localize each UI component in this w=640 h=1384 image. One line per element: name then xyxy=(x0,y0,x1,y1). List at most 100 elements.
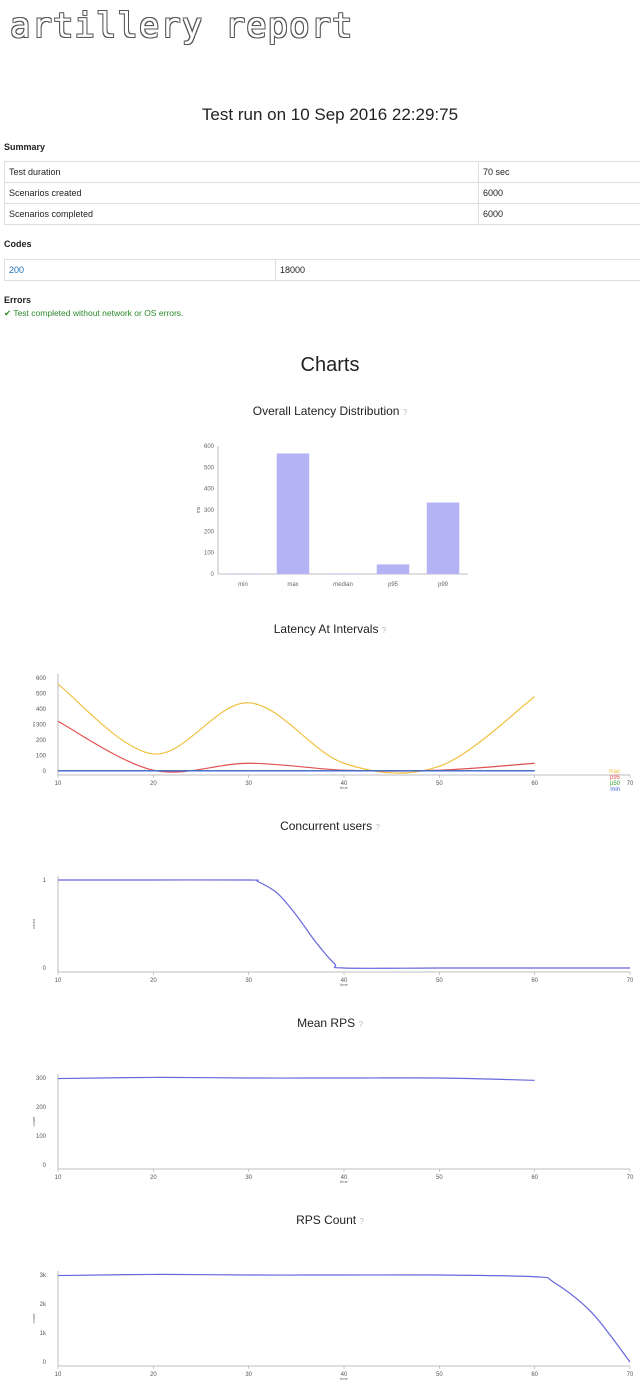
codes-heading: Codes xyxy=(4,239,32,249)
charts-heading: Charts xyxy=(300,354,360,376)
legend-item-max: max xyxy=(609,769,620,775)
y-tick-label: 200 xyxy=(36,738,47,744)
y-axis-label: count xyxy=(31,1313,36,1324)
chart-title-text: Overall Latency Distribution xyxy=(252,404,400,418)
y-tick-label: 500 xyxy=(36,692,47,698)
chart-title-text: Latency At Intervals xyxy=(273,622,379,636)
chart-title: RPS Count ? xyxy=(0,1213,640,1227)
help-icon[interactable]: ? xyxy=(358,1020,363,1029)
x-tick-label: 50 xyxy=(436,781,443,787)
summary-value: 6000 xyxy=(478,182,640,204)
y-tick-label: 300 xyxy=(36,723,47,729)
y-tick-label: 300 xyxy=(36,1076,47,1082)
y-tick-label: 500 xyxy=(204,465,215,471)
x-tick-label: 10 xyxy=(55,1175,62,1181)
x-tick-label: 40 xyxy=(341,1175,348,1181)
latency-intervals-chart: 0 100 200 300 400 500 600 10 20 30 40 50 60 70 time ms m… xyxy=(31,674,634,793)
y-axis-label: ms xyxy=(31,722,36,727)
x-tick-label: 30 xyxy=(245,1372,252,1378)
x-tick-label: 30 xyxy=(245,978,252,984)
y-tick-label: 400 xyxy=(204,487,215,493)
bar-median xyxy=(326,573,360,575)
x-tick-label: 30 xyxy=(245,1175,252,1181)
help-icon[interactable]: ? xyxy=(375,823,380,832)
series-line xyxy=(57,879,630,969)
x-tick-label: max xyxy=(287,582,298,588)
x-tick-label: median xyxy=(333,582,353,588)
chart-title-text: Mean RPS xyxy=(297,1016,356,1030)
y-tick-label: 0 xyxy=(43,966,47,972)
x-tick-label: 40 xyxy=(341,1372,348,1378)
mean-rps-chart: 0 100 200 300 10 20 30 40 50 60 70 time count xyxy=(31,1074,634,1184)
y-tick-label: 1 xyxy=(43,878,47,884)
series-line xyxy=(57,1076,535,1081)
x-tick-label: 10 xyxy=(55,781,62,787)
chart-title-text: RPS Count xyxy=(296,1213,357,1227)
chart-title: Concurrent users ? xyxy=(0,819,640,833)
page-title: Test run on 10 Sep 2016 22:29:75 xyxy=(201,105,459,124)
x-tick-label: 60 xyxy=(531,978,538,984)
errors-message: ✔ Test completed without network or OS e… xyxy=(4,308,184,318)
help-icon[interactable]: ? xyxy=(359,1217,364,1226)
x-tick-label: 70 xyxy=(627,1372,634,1378)
table-row: Test duration 70 sec xyxy=(4,161,640,183)
x-tick-label: p99 xyxy=(438,582,449,588)
y-tick-label: 2k xyxy=(40,1302,47,1308)
bar-p99 xyxy=(426,502,460,574)
y-axis-label: count xyxy=(31,918,36,929)
concurrent-users-chart: 0 1 10 20 30 40 50 60 70 time count xyxy=(31,876,634,987)
y-tick-label: 200 xyxy=(36,1105,47,1111)
latency-distribution-chart: 0 100 200 300 400 500 600 ms min max median p95 p99 xyxy=(196,444,468,588)
summary-label: Scenarios created xyxy=(4,182,479,204)
x-tick-label: 50 xyxy=(436,1372,443,1378)
summary-label: Scenarios completed xyxy=(4,203,479,225)
x-tick-label: 70 xyxy=(627,1175,634,1181)
x-tick-label: 10 xyxy=(55,1372,62,1378)
chart-title: Mean RPS ? xyxy=(0,1016,640,1030)
x-tick-label: 10 xyxy=(55,978,62,984)
y-tick-label: 0 xyxy=(43,1163,47,1169)
series-line-p95 xyxy=(57,720,535,773)
x-tick-label: 20 xyxy=(150,781,157,787)
x-tick-label: min xyxy=(238,582,248,588)
y-tick-label: 100 xyxy=(36,754,47,760)
x-tick-label: 60 xyxy=(531,781,538,787)
bar-p95 xyxy=(376,564,410,574)
x-axis-label: time xyxy=(340,982,348,987)
errors-heading: Errors xyxy=(4,295,32,305)
chart-title: Latency At Intervals ? xyxy=(0,622,640,636)
codes-table: 200 18000 xyxy=(4,259,640,281)
x-axis-label: time xyxy=(340,785,348,790)
x-tick-label: 50 xyxy=(436,978,443,984)
x-axis-label: time xyxy=(340,1179,348,1184)
rps-count-chart: 0 1k 2k 3k 10 20 30 40 50 60 70 time count xyxy=(31,1271,634,1381)
x-axis-label: time xyxy=(340,1376,348,1381)
legend-item-p95: p95 xyxy=(610,775,621,781)
summary-value: 6000 xyxy=(478,203,640,225)
y-tick-label: 0 xyxy=(211,572,215,578)
y-tick-label: 600 xyxy=(204,444,215,450)
y-tick-label: 3k xyxy=(40,1273,47,1279)
legend-item-p50: p50 xyxy=(610,781,621,787)
status-code-link[interactable]: 200 xyxy=(4,259,276,281)
x-tick-label: 60 xyxy=(531,1175,538,1181)
x-tick-label: 30 xyxy=(245,781,252,787)
summary-value: 70 sec xyxy=(478,161,640,183)
y-tick-label: 100 xyxy=(36,1134,47,1140)
y-tick-label: 1k xyxy=(40,1331,47,1337)
y-tick-label: 400 xyxy=(36,707,47,713)
table-row: Scenarios created 6000 xyxy=(4,182,640,204)
x-tick-label: 20 xyxy=(150,1175,157,1181)
help-icon[interactable]: ? xyxy=(402,408,408,417)
x-tick-label: 40 xyxy=(341,978,348,984)
artillery-logo: artillery report xyxy=(10,6,354,46)
y-tick-label: 0 xyxy=(43,769,47,775)
x-tick-label: 70 xyxy=(627,781,634,787)
help-icon[interactable]: ? xyxy=(381,626,387,635)
status-code-count: 18000 xyxy=(275,259,640,281)
summary-heading: Summary xyxy=(4,142,46,152)
y-axis-label: ms xyxy=(196,506,202,513)
x-tick-label: 20 xyxy=(150,978,157,984)
legend-item-min: min xyxy=(610,787,620,793)
x-tick-label: 50 xyxy=(436,1175,443,1181)
